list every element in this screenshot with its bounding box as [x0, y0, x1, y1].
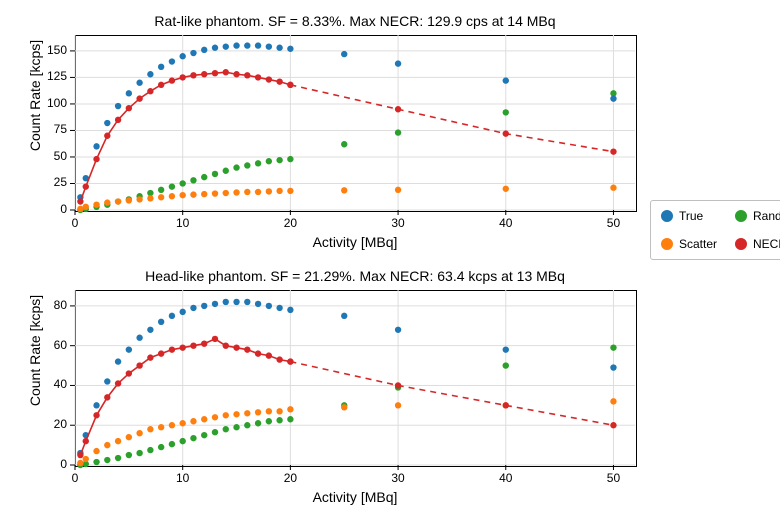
series-true — [77, 299, 616, 457]
figure: Rat-like phantom. SF = 8.33%. Max NECR: … — [0, 0, 780, 505]
legend: True Random Scatter NECR — [650, 200, 780, 260]
ytick-label: 40 — [54, 377, 67, 391]
legend-label-random: Random — [753, 209, 780, 223]
legend-label-scatter: Scatter — [679, 237, 717, 251]
ytick-label: 60 — [54, 338, 67, 352]
series-scatter — [77, 398, 616, 466]
series-necr — [77, 336, 616, 459]
legend-item-necr: NECR — [735, 237, 780, 251]
legend-swatch-necr — [735, 238, 747, 250]
xlabel-head: Activity [MBq] — [75, 489, 635, 505]
xtick-label: 10 — [173, 471, 193, 485]
legend-item-scatter: Scatter — [661, 237, 717, 251]
ytick-label: 80 — [54, 298, 67, 312]
legend-item-true: True — [661, 209, 717, 223]
legend-swatch-scatter — [661, 238, 673, 250]
xtick-label: 40 — [496, 471, 516, 485]
plot-svg-head — [75, 290, 635, 465]
ylabel-head: Count Rate [kcps] — [27, 263, 43, 438]
ytick-label: 0 — [60, 457, 67, 471]
legend-label-necr: NECR — [753, 237, 780, 251]
legend-label-true: True — [679, 209, 703, 223]
panel-title-head: Head-like phantom. SF = 21.29%. Max NECR… — [75, 268, 635, 284]
ytick-label: 20 — [54, 417, 67, 431]
legend-swatch-true — [661, 210, 673, 222]
legend-grid: True Random Scatter NECR — [661, 209, 780, 251]
xtick-label: 20 — [280, 471, 300, 485]
legend-item-random: Random — [735, 209, 780, 223]
xtick-label: 50 — [603, 471, 623, 485]
xtick-label: 0 — [65, 471, 85, 485]
legend-swatch-random — [735, 210, 747, 222]
xtick-label: 30 — [388, 471, 408, 485]
